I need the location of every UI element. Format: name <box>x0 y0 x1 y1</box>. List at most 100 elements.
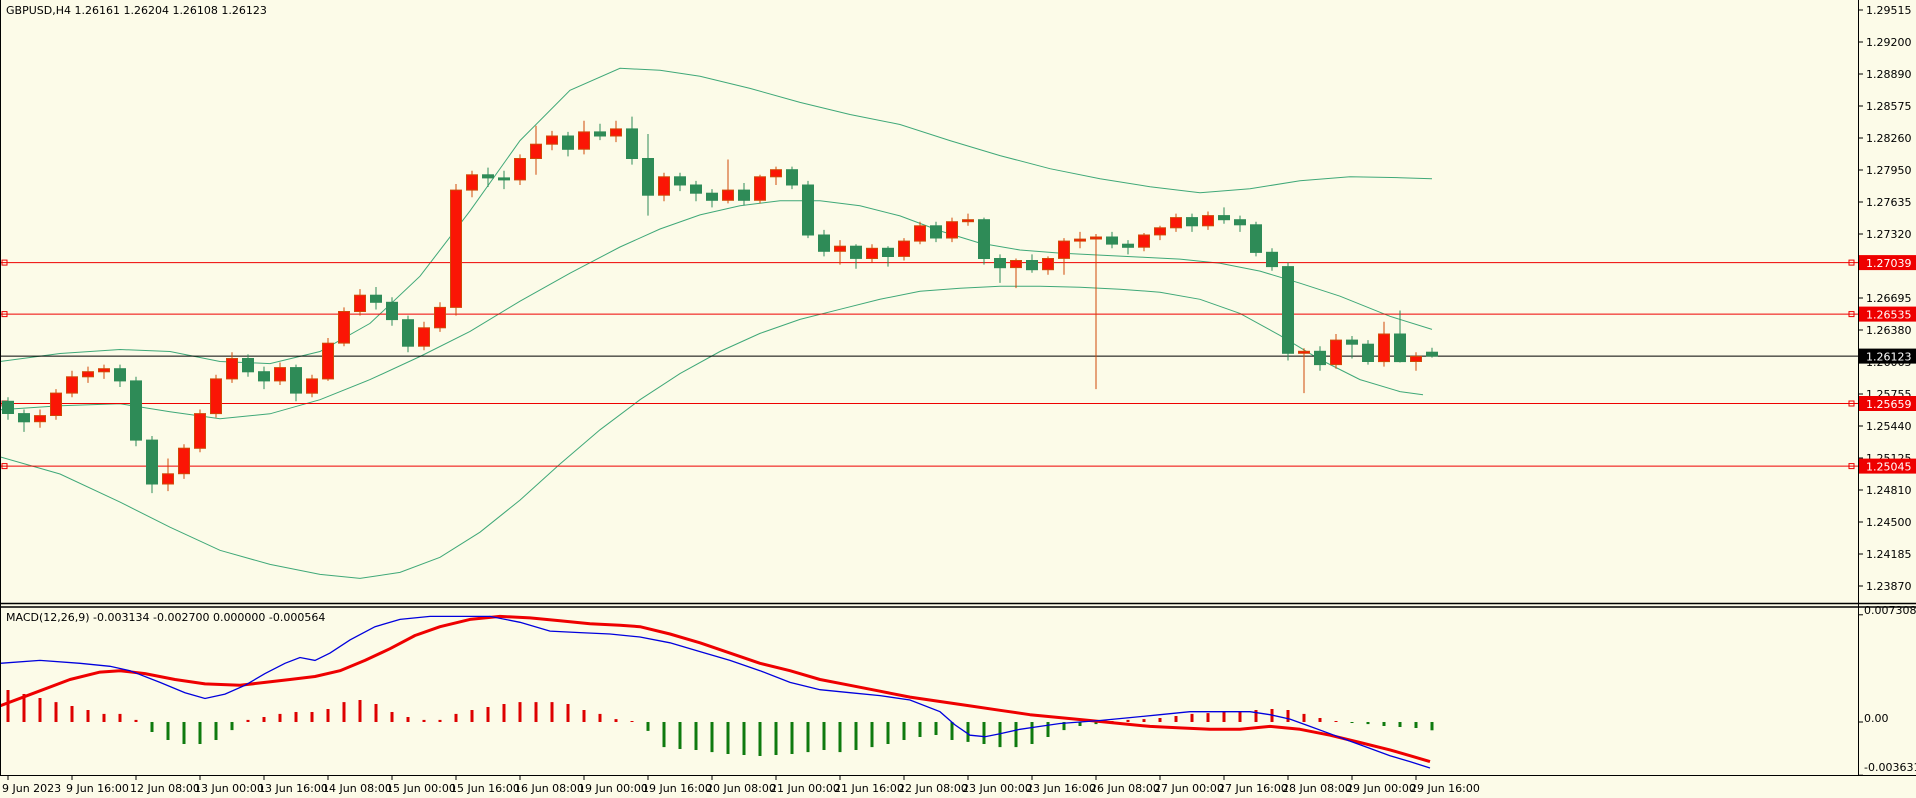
candle-up <box>322 338 334 381</box>
candle-up <box>1090 234 1102 390</box>
candle-up <box>1010 258 1022 289</box>
candle-down <box>258 366 270 390</box>
price-tick-label: 1.27950 <box>1866 164 1912 177</box>
candle-up <box>1074 231 1086 249</box>
time-tick-label: 16 Jun 08:00 <box>514 782 584 795</box>
candle-body <box>514 158 526 181</box>
candle-body <box>1074 238 1086 242</box>
candle-up <box>50 389 62 420</box>
candle-up <box>962 213 974 226</box>
current-price-badge <box>1859 348 1916 364</box>
candle-down <box>1282 262 1294 361</box>
candle-body <box>466 174 478 191</box>
candle-body <box>1170 217 1182 229</box>
candle-down <box>402 315 414 353</box>
line-handle-right-icon[interactable] <box>1848 463 1855 470</box>
line-handle-left-icon[interactable] <box>1 259 8 266</box>
candle-body <box>1426 351 1438 357</box>
candle-down <box>882 246 894 267</box>
candle-down <box>386 297 398 326</box>
bollinger-middle-band <box>0 200 1433 420</box>
candle-down <box>802 180 814 239</box>
price-tick-label: 1.28260 <box>1866 132 1912 145</box>
candles-layer <box>2 116 1438 494</box>
candle-body <box>290 367 302 394</box>
macd-signal-line <box>0 614 1431 764</box>
candle-up <box>914 221 926 245</box>
candle-up <box>82 366 94 383</box>
candle-up <box>1058 238 1070 275</box>
candle-body <box>434 306 446 329</box>
candle-body <box>642 158 654 196</box>
candle-up <box>1202 211 1214 230</box>
time-tick-label: 29 Jun 00:00 <box>1346 782 1416 795</box>
candle-down <box>626 116 638 165</box>
price-tick-label: 1.29200 <box>1866 36 1912 49</box>
bollinger-lower-band <box>0 285 1424 579</box>
candle-body <box>1122 243 1134 248</box>
candle-body <box>898 240 910 257</box>
candle-body <box>626 128 638 159</box>
candle-down <box>130 376 142 447</box>
line-handle-left-icon[interactable] <box>1 463 8 470</box>
candle-up <box>98 364 110 379</box>
time-tick-label: 27 Jun 16:00 <box>1218 782 1288 795</box>
candle-body <box>162 473 174 485</box>
price-badge-label: 1.26123 <box>1866 351 1912 364</box>
candle-body <box>306 378 318 394</box>
price-tick-label: 1.28575 <box>1866 100 1912 113</box>
candle-down <box>738 183 750 206</box>
candle-body <box>946 221 958 239</box>
line-handle-right-icon[interactable] <box>1848 259 1855 266</box>
candle-body <box>738 189 750 201</box>
time-tick-label: 9 Jun 2023 <box>2 782 61 795</box>
candle-down <box>498 170 510 190</box>
candle-body <box>98 368 110 373</box>
candle-up <box>418 321 430 351</box>
candle-down <box>786 166 798 190</box>
candle-body <box>1042 258 1054 271</box>
time-tick-label: 28 Jun 08:00 <box>1282 782 1352 795</box>
line-handle-left-icon[interactable] <box>1 311 8 318</box>
candle-body <box>18 413 30 423</box>
price-badge-label: 1.26535 <box>1866 309 1912 322</box>
candle-body <box>866 247 878 260</box>
time-tick-label: 14 Jun 08:00 <box>322 782 392 795</box>
candle-up <box>866 244 878 263</box>
candle-up <box>1410 352 1422 371</box>
candle-up <box>834 240 846 265</box>
horizontal-levels-layer[interactable] <box>0 259 1858 470</box>
candle-body <box>82 371 94 378</box>
macd-indicator-layer <box>0 614 1434 769</box>
time-tick-label: 19 Jun 16:00 <box>642 782 712 795</box>
candle-down <box>1314 346 1326 371</box>
candle-body <box>1186 217 1198 227</box>
candle-down <box>1234 215 1246 232</box>
candle-down <box>642 134 654 216</box>
candle-body <box>722 189 734 201</box>
candle-body <box>50 392 62 417</box>
candle-body <box>706 192 718 201</box>
candle-down <box>850 244 862 269</box>
candle-up <box>514 154 526 185</box>
candle-body <box>1410 355 1422 362</box>
candle-body <box>354 294 366 313</box>
candle-body <box>610 128 622 137</box>
candle-up <box>434 302 446 332</box>
candle-down <box>242 354 254 377</box>
candle-down <box>1106 231 1118 249</box>
level-price-badge <box>1859 458 1916 474</box>
candle-body <box>1138 234 1150 248</box>
candle-down <box>562 131 574 157</box>
price-tick-label: 1.25440 <box>1866 420 1912 433</box>
candle-body <box>1218 215 1230 221</box>
candle-body <box>226 358 238 380</box>
candle-up <box>946 217 958 243</box>
price-tick-label: 1.24500 <box>1866 516 1912 529</box>
candle-body <box>978 219 990 259</box>
candle-up <box>274 362 286 385</box>
candle-body <box>546 135 558 145</box>
line-handle-right-icon[interactable] <box>1848 311 1855 318</box>
line-handle-right-icon[interactable] <box>1848 400 1855 407</box>
